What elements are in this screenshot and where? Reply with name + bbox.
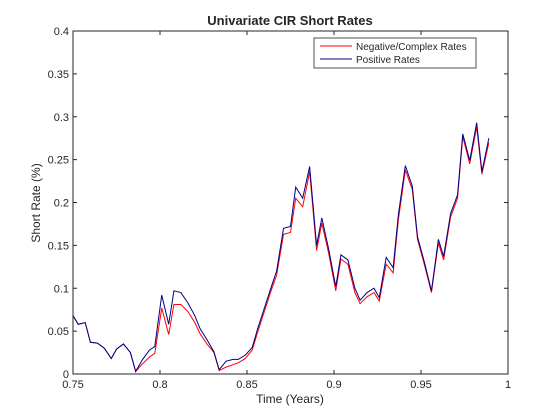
y-tick-label: 0.3 (54, 112, 69, 124)
x-tick-label: 0.95 (410, 379, 431, 391)
x-axis-label: Time (Years) (256, 392, 324, 406)
y-tick-label: 0.05 (48, 326, 69, 338)
x-tick-label: 0.8 (152, 379, 167, 391)
chart-title: Univariate CIR Short Rates (207, 13, 372, 28)
y-axis: 0 0.05 0.1 0.15 0.2 0.25 0.3 0.35 0.4 (48, 26, 508, 381)
x-axis: 0.75 0.8 0.85 0.9 0.95 1 (62, 31, 511, 391)
y-tick-label: 0.35 (48, 69, 69, 81)
y-axis-label: Short Rate (%) (29, 163, 43, 242)
series-layer (72, 122, 490, 373)
x-tick-label: 0.85 (236, 379, 257, 391)
y-tick-label: 0.4 (54, 26, 69, 38)
y-tick-label: 0.25 (48, 155, 69, 167)
series-line-negative-complex (72, 126, 490, 373)
y-tick-label: 0.2 (54, 198, 69, 210)
legend: Negative/Complex Rates Positive Rates (313, 37, 477, 69)
x-tick-label: 0.75 (62, 379, 83, 391)
legend-box (313, 37, 477, 69)
y-tick-label: 0.1 (54, 283, 69, 295)
x-tick-label: 1 (505, 379, 511, 391)
legend-label-positive: Positive Rates (356, 55, 420, 66)
series-line-positive (72, 122, 490, 373)
y-tick-label: 0.15 (48, 240, 69, 252)
x-tick-label: 0.9 (326, 379, 341, 391)
plot-background (73, 31, 508, 374)
y-tick-label: 0 (63, 369, 69, 381)
legend-label-negative: Negative/Complex Rates (356, 42, 467, 53)
